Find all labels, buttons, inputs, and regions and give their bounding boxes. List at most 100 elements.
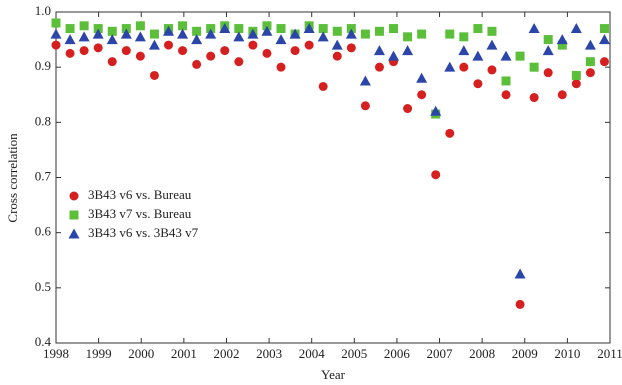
- point: [177, 28, 189, 39]
- y-tick-label: 0.8: [35, 113, 51, 128]
- point: [65, 48, 75, 58]
- point: [164, 40, 174, 50]
- point: [459, 62, 469, 72]
- point: [459, 32, 469, 42]
- point: [501, 90, 511, 100]
- point: [445, 29, 455, 39]
- point: [557, 90, 567, 100]
- point: [192, 26, 202, 36]
- point: [163, 25, 175, 36]
- point: [93, 24, 103, 34]
- x-tick-label: 2009: [512, 346, 538, 361]
- point: [247, 28, 259, 39]
- point: [373, 45, 385, 56]
- point: [542, 45, 554, 56]
- point: [417, 90, 427, 100]
- point: [557, 40, 567, 50]
- point: [486, 39, 498, 50]
- point: [374, 26, 384, 36]
- point: [318, 24, 328, 34]
- point: [233, 31, 245, 42]
- point: [332, 51, 342, 61]
- point: [304, 40, 314, 50]
- point: [135, 51, 145, 61]
- point: [148, 39, 160, 50]
- point: [599, 57, 609, 67]
- point: [275, 34, 287, 45]
- point: [388, 50, 400, 61]
- x-tick-label: 2004: [299, 346, 326, 361]
- point: [289, 28, 301, 39]
- point: [585, 68, 595, 78]
- x-tick-label: 2001: [171, 346, 197, 361]
- point: [571, 70, 581, 80]
- point: [431, 170, 441, 180]
- point: [332, 26, 342, 36]
- point: [106, 34, 118, 45]
- legend-label: 3B43 v6 vs. 3B43 v7: [88, 225, 199, 240]
- legend-marker: [69, 191, 79, 201]
- point: [248, 40, 258, 50]
- point: [261, 25, 273, 36]
- x-tick-label: 2005: [341, 346, 367, 361]
- point: [262, 21, 272, 31]
- point: [50, 28, 62, 39]
- point: [234, 57, 244, 67]
- point: [473, 24, 483, 34]
- point: [528, 23, 540, 34]
- point: [120, 28, 132, 39]
- y-tick-label: 0.7: [35, 168, 52, 183]
- point: [149, 29, 159, 39]
- point: [416, 72, 428, 83]
- legend-label: 3B43 v7 vs. Bureau: [88, 206, 192, 221]
- y-tick-label: 0.9: [35, 58, 51, 73]
- point: [359, 75, 371, 86]
- point: [360, 29, 370, 39]
- point: [92, 28, 104, 39]
- point: [65, 24, 75, 34]
- point: [192, 59, 202, 69]
- plot-frame: [55, 11, 611, 344]
- point: [178, 21, 188, 31]
- point: [585, 57, 595, 67]
- point: [79, 46, 89, 56]
- point: [303, 23, 315, 34]
- point: [206, 24, 216, 34]
- point: [487, 26, 497, 36]
- point: [78, 31, 90, 42]
- point: [501, 76, 511, 86]
- point: [331, 39, 343, 50]
- point: [93, 43, 103, 53]
- point: [346, 43, 356, 53]
- point: [598, 34, 610, 45]
- x-tick-label: 2003: [256, 346, 282, 361]
- point: [346, 24, 356, 34]
- point: [121, 46, 131, 56]
- x-axis-label: Year: [321, 367, 346, 382]
- point: [234, 24, 244, 34]
- point: [220, 46, 230, 56]
- x-tick-label: 2010: [554, 346, 580, 361]
- point: [51, 40, 61, 50]
- point: [515, 299, 525, 309]
- point: [570, 23, 582, 34]
- point: [107, 57, 117, 67]
- point: [149, 70, 159, 80]
- point: [444, 61, 456, 72]
- point: [317, 31, 329, 42]
- point: [529, 93, 539, 103]
- point: [445, 128, 455, 138]
- point: [556, 34, 568, 45]
- point: [472, 50, 484, 61]
- point: [206, 51, 216, 61]
- x-tick-label: 2006: [384, 346, 411, 361]
- point: [374, 62, 384, 72]
- point: [191, 34, 203, 45]
- point: [529, 62, 539, 72]
- x-tick-label: 2002: [213, 346, 239, 361]
- x-tick-label: 2007: [427, 346, 454, 361]
- x-tick-label: 1999: [86, 346, 112, 361]
- point: [514, 268, 526, 279]
- y-tick-label: 0.6: [35, 224, 52, 239]
